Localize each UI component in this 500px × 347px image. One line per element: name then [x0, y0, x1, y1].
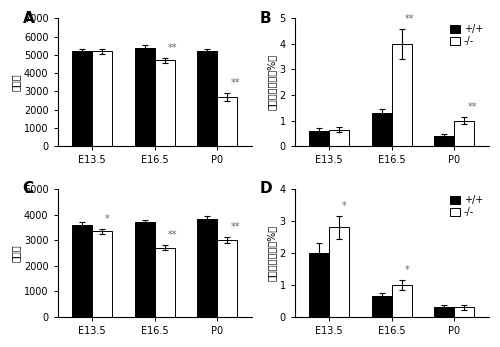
Y-axis label: 細胞死の頻度（%）: 細胞死の頻度（%）: [266, 225, 276, 281]
Legend: +/+, -/-: +/+, -/-: [449, 23, 484, 47]
Bar: [72, 225, 92, 317]
Text: **: **: [230, 222, 240, 232]
Text: A: A: [22, 11, 34, 26]
Text: D: D: [260, 181, 272, 196]
Text: **: **: [230, 78, 240, 88]
Text: *: *: [405, 265, 409, 275]
Text: B: B: [260, 11, 272, 26]
Bar: [134, 222, 154, 317]
Bar: [218, 240, 238, 317]
Bar: [134, 48, 154, 146]
Bar: [392, 285, 412, 317]
Bar: [392, 44, 412, 146]
Bar: [372, 113, 392, 146]
Bar: [329, 129, 349, 146]
Text: **: **: [405, 14, 414, 24]
Bar: [72, 51, 92, 146]
Bar: [372, 296, 392, 317]
Text: **: **: [168, 43, 177, 52]
Bar: [309, 253, 329, 317]
Text: *: *: [105, 214, 110, 223]
Bar: [434, 136, 454, 146]
Bar: [309, 131, 329, 146]
Y-axis label: 細胞数: 細胞数: [11, 244, 21, 262]
Bar: [198, 219, 218, 317]
Bar: [92, 51, 112, 146]
Bar: [454, 121, 474, 146]
Bar: [198, 51, 218, 146]
Bar: [434, 307, 454, 317]
Bar: [92, 231, 112, 317]
Bar: [454, 307, 474, 317]
Bar: [329, 227, 349, 317]
Text: C: C: [22, 181, 34, 196]
Text: **: **: [468, 102, 477, 112]
Text: *: *: [342, 201, 347, 211]
Bar: [154, 60, 174, 146]
Legend: +/+, -/-: +/+, -/-: [449, 194, 484, 218]
Y-axis label: 細胞死の頻度（%）: 細胞死の頻度（%）: [266, 54, 276, 110]
Bar: [218, 97, 238, 146]
Text: **: **: [168, 230, 177, 240]
Bar: [154, 248, 174, 317]
Y-axis label: 細胞数: 細胞数: [11, 74, 21, 91]
